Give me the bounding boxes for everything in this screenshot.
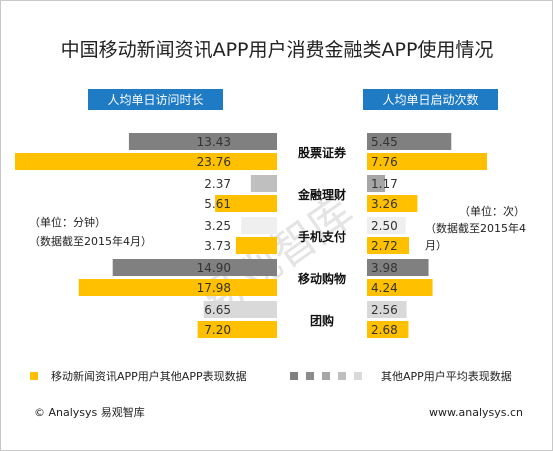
left-label-news: 7.20 <box>204 323 231 337</box>
right-header-bg <box>363 89 498 110</box>
legend-gold-swatch <box>30 372 38 380</box>
right-bar-news <box>367 195 418 212</box>
left-bar-other <box>241 217 277 234</box>
left-bar-news <box>235 237 277 254</box>
right-bar-news <box>367 279 433 296</box>
right-label-other: 3.98 <box>371 261 398 275</box>
left-bar-news <box>15 153 277 170</box>
left-header: 人均单日访问时长 <box>107 93 203 107</box>
left-label-news: 17.98 <box>197 281 231 295</box>
left-bar-news <box>78 279 277 296</box>
left-bar-other <box>112 259 277 276</box>
category-label: 金融理财 <box>297 187 346 202</box>
left-unit-note: （单位：分钟） <box>29 215 106 229</box>
right-label-other: 2.56 <box>371 303 398 317</box>
left-bar-news <box>197 321 277 338</box>
left-label-news: 23.76 <box>197 155 231 169</box>
right-label-news: 4.24 <box>371 281 398 295</box>
left-label-news: 5.61 <box>204 197 231 211</box>
right-bar-other <box>367 259 429 276</box>
right-label-news: 7.76 <box>371 155 398 169</box>
right-date-note-cont: 月） <box>425 239 447 252</box>
left-bar-other <box>128 133 277 150</box>
left-label-news: 3.73 <box>204 239 231 253</box>
left-label-other: 2.37 <box>204 177 231 191</box>
left-date-note: （数据截至2015年4月） <box>29 234 152 248</box>
legend-series-a: 移动新闻资讯APP用户其他APP表现数据 <box>51 369 247 383</box>
category-label: 手机支付 <box>298 229 346 244</box>
category-label: 股票证券 <box>298 145 347 160</box>
left-label-other: 3.25 <box>204 219 231 233</box>
bar-group: 13.43 23.76 股票证券 5.45 7.76 2.37 5.61 金融理财 1.17 3.… <box>15 133 487 338</box>
left-bar-other <box>203 301 277 318</box>
legend-gray-swatch-4 <box>338 372 346 380</box>
right-bar-other <box>367 133 452 150</box>
left-label-other: 14.90 <box>197 261 231 275</box>
legend-gray-swatch-2 <box>306 372 314 380</box>
right-bar-other <box>367 301 407 318</box>
right-bar-other <box>367 217 406 234</box>
left-bar-news <box>215 195 277 212</box>
right-label-news: 3.26 <box>371 197 398 211</box>
right-bar-news <box>367 321 409 338</box>
legend-gray-swatch-3 <box>322 372 330 380</box>
footer-brand: © Analysys 易观智库 <box>34 405 145 419</box>
right-label-other: 5.45 <box>371 135 398 149</box>
right-bar-news <box>367 237 410 254</box>
left-label-other: 13.43 <box>197 135 231 149</box>
footer-url: www.analysys.cn <box>429 406 523 419</box>
legend-gray-swatch-1 <box>290 372 298 380</box>
right-label-other: 1.17 <box>371 177 398 191</box>
legend-series-b: 其他APP用户平均表现数据 <box>381 369 512 383</box>
right-bar-other <box>367 175 386 192</box>
category-label: 团购 <box>310 313 334 328</box>
legend-gray-swatch-5 <box>354 372 362 380</box>
left-label-other: 6.65 <box>204 303 231 317</box>
right-date-note: （数据截至2015年4 <box>425 221 526 235</box>
category-label: 移动购物 <box>298 271 346 286</box>
right-bar-news <box>367 153 487 170</box>
chart-title: 中国移动新闻资讯APP用户消费金融类APP使用情况 <box>61 39 494 61</box>
left-header-bg <box>88 89 223 110</box>
left-bar-other <box>250 175 277 192</box>
right-unit-note: （单位：次） <box>459 204 525 218</box>
right-header: 人均单日启动次数 <box>382 92 478 107</box>
right-label-other: 2.50 <box>371 219 398 233</box>
right-label-news: 2.68 <box>371 323 398 337</box>
right-label-news: 2.72 <box>371 239 398 253</box>
